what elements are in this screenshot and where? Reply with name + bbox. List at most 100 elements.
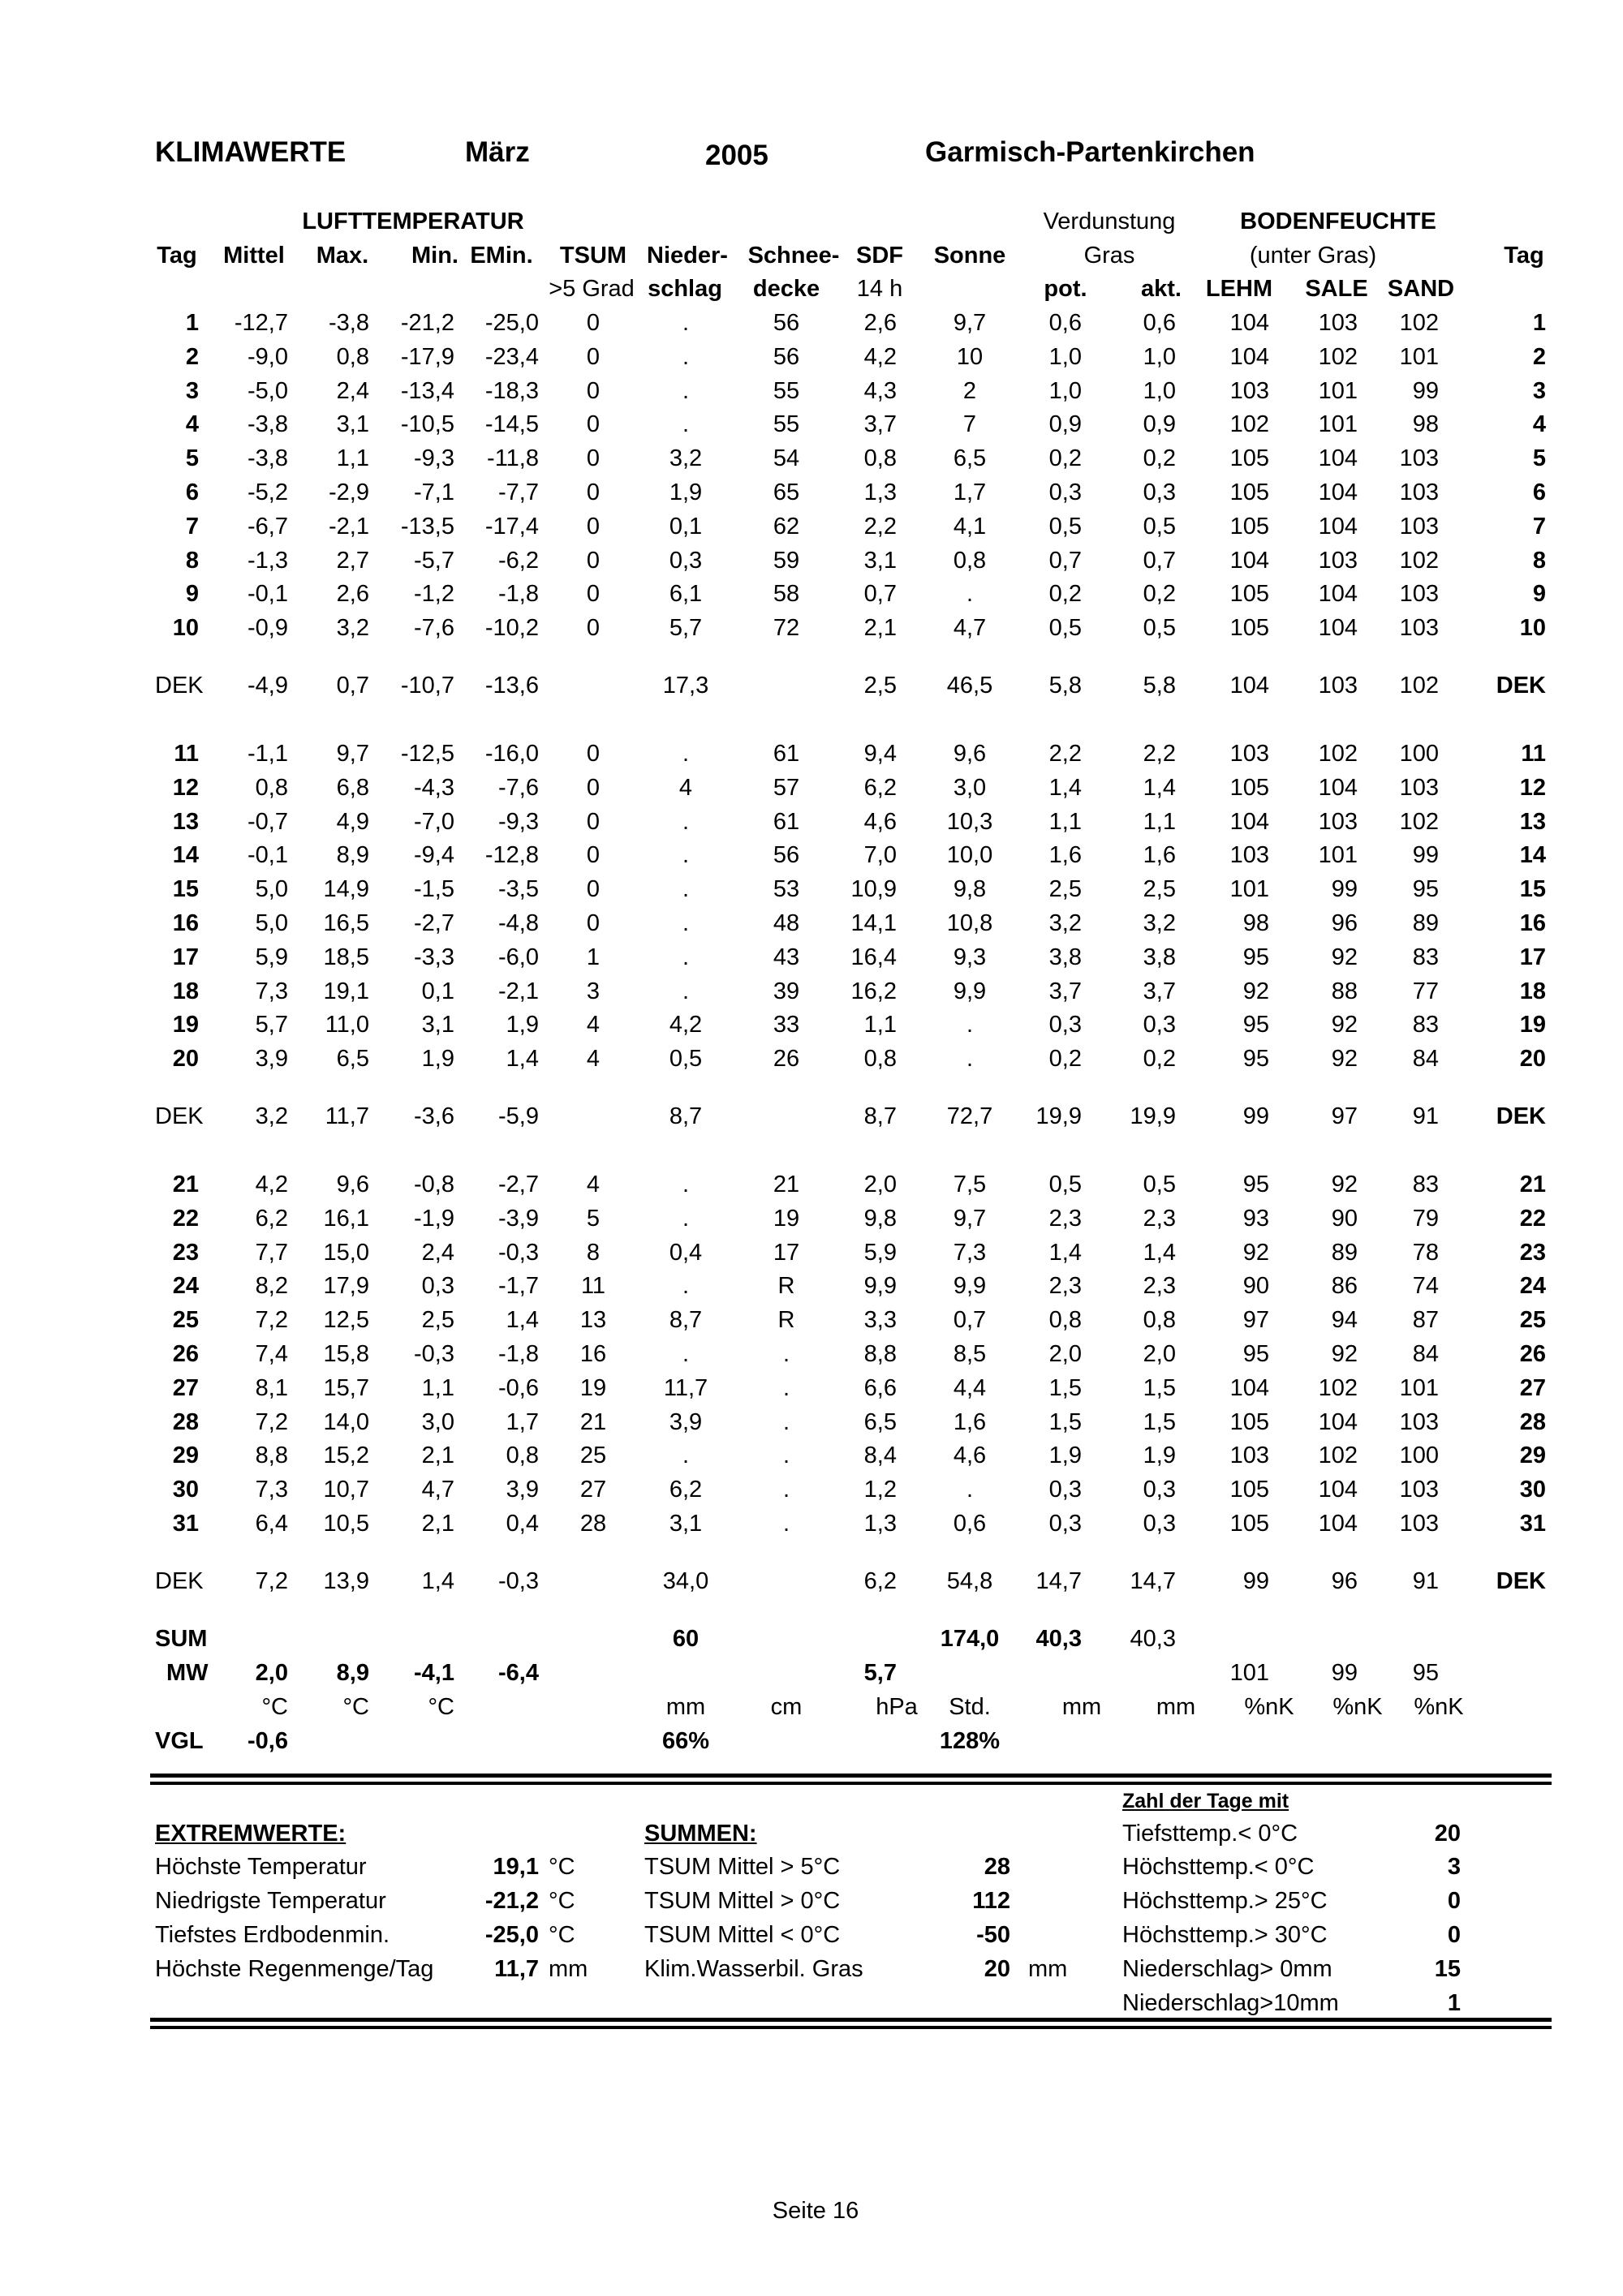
cell-emin: -25,0 <box>484 310 539 336</box>
cell-max: 2,6 <box>336 581 369 608</box>
cell-lehm: 93 <box>1242 1205 1269 1232</box>
dek-cell-lehm: 99 <box>1242 1568 1269 1594</box>
cell-tag-right: 13 <box>1519 808 1546 835</box>
cell-max: 18,5 <box>323 944 369 970</box>
cell-verd-pot: 0,7 <box>1048 547 1082 574</box>
units-cell-min: °C <box>428 1694 454 1720</box>
dek-cell-niederschlag: 17,3 <box>662 673 709 699</box>
cell-schneedecke: 72 <box>773 615 800 642</box>
cell-mittel: -12,7 <box>234 310 288 336</box>
cell-tag-right: 14 <box>1519 842 1546 869</box>
cell-sonne: 9,7 <box>953 310 987 336</box>
cell-tag-right: 17 <box>1519 944 1546 970</box>
cell-tag-right: 3 <box>1532 377 1546 404</box>
cell-tag: 10 <box>172 615 199 642</box>
cell-sonne: . <box>966 1477 974 1503</box>
cell-schneedecke: . <box>782 1477 790 1503</box>
cell-sonne: 10 <box>956 343 984 370</box>
mw-cell-max: 8,9 <box>336 1660 369 1686</box>
cell-verd-pot: 2,0 <box>1048 1341 1082 1367</box>
cell-max: 4,9 <box>336 808 369 835</box>
extremwert-unit: °C <box>549 1888 575 1914</box>
cell-verd-pot: 0,2 <box>1048 1046 1082 1073</box>
cell-min: 0,1 <box>421 978 454 1004</box>
cell-niederschlag: . <box>682 876 690 903</box>
cell-tsum: 16 <box>579 1341 607 1367</box>
units-cell-sdf: hPa <box>876 1694 918 1720</box>
cell-verd-akt: 2,5 <box>1143 876 1176 903</box>
cell-schneedecke: 21 <box>773 1172 800 1197</box>
dek-cell-tag-right: DEK <box>1496 1568 1546 1594</box>
summen-heading: SUMMEN: <box>644 1821 757 1847</box>
summen-unit: mm <box>1028 1956 1068 1982</box>
cell-niederschlag: 1,9 <box>669 479 703 505</box>
cell-emin: -9,3 <box>498 808 539 835</box>
cell-sdf: 1,2 <box>863 1477 897 1503</box>
cell-verd-pot: 0,5 <box>1048 1172 1082 1197</box>
cell-mittel: 7,4 <box>255 1341 288 1367</box>
cell-lehm: 105 <box>1229 513 1269 540</box>
extremwert-label: Niedrigste Temperatur <box>155 1888 386 1914</box>
cell-min: -1,5 <box>414 876 454 903</box>
cell-emin: 1,4 <box>506 1307 539 1334</box>
cell-sdf: 2,0 <box>863 1172 897 1197</box>
cell-verd-akt: 0,5 <box>1143 615 1176 642</box>
cell-sonne: 10,8 <box>946 910 993 936</box>
cell-sdf: 9,8 <box>863 1205 897 1232</box>
dek-cell-tag: DEK <box>155 673 204 699</box>
cell-sale: 92 <box>1331 944 1358 970</box>
cell-lehm: 104 <box>1229 310 1269 336</box>
cell-min: -1,9 <box>414 1205 454 1232</box>
cell-schneedecke: 39 <box>773 978 800 1004</box>
mw-cell-sale: 99 <box>1331 1660 1358 1686</box>
dek-cell-max: 13,9 <box>323 1568 369 1594</box>
cell-sand: 102 <box>1399 547 1439 574</box>
cell-sdf: 6,2 <box>863 774 897 801</box>
column-header-max: Max. <box>316 243 369 269</box>
column-header-schnee: Schnee- <box>747 243 840 269</box>
cell-sand: 103 <box>1399 1408 1439 1435</box>
divider-bottom <box>150 2018 1552 2029</box>
cell-sdf: 9,9 <box>863 1273 897 1300</box>
cell-sand: 103 <box>1399 581 1439 608</box>
tage-value: 1 <box>1447 1990 1461 2016</box>
cell-min: -4,3 <box>414 774 454 801</box>
cell-tag-right: 16 <box>1519 910 1546 936</box>
cell-lehm: 105 <box>1229 581 1269 608</box>
dek-cell-sdf: 8,7 <box>863 1103 897 1129</box>
column-header-tsum: TSUM <box>559 243 627 269</box>
cell-niederschlag: 4,2 <box>669 1012 703 1038</box>
cell-sonne: 7,5 <box>953 1172 987 1197</box>
cell-tag-right: 31 <box>1519 1511 1546 1537</box>
cell-sale: 88 <box>1331 978 1358 1004</box>
cell-max: 14,9 <box>323 876 369 903</box>
cell-max: 9,7 <box>336 741 369 767</box>
cell-verd-akt: 0,5 <box>1143 1172 1176 1197</box>
mw-cell-emin: -6,4 <box>498 1660 539 1686</box>
cell-verd-pot: 0,5 <box>1048 513 1082 540</box>
cell-emin: -16,0 <box>484 741 539 767</box>
cell-max: 15,7 <box>323 1374 369 1401</box>
cell-schneedecke: 56 <box>773 310 800 336</box>
cell-schneedecke: 55 <box>773 411 800 438</box>
cell-sale: 101 <box>1318 411 1358 438</box>
cell-sale: 104 <box>1318 774 1358 801</box>
cell-niederschlag: 0,3 <box>669 547 703 574</box>
cell-min: 1,1 <box>421 1374 454 1401</box>
cell-verd-akt: 1,1 <box>1143 808 1176 835</box>
dek-cell-sonne: 54,8 <box>946 1568 993 1594</box>
cell-emin: -18,3 <box>484 377 539 404</box>
cell-sonne: 9,6 <box>953 741 987 767</box>
cell-lehm: 105 <box>1229 1511 1269 1537</box>
cell-mittel: -0,1 <box>248 581 288 608</box>
mw-cell-min: -4,1 <box>414 1660 454 1686</box>
mw-cell-tag: MW <box>166 1660 209 1686</box>
cell-verd-pot: 0,3 <box>1048 1511 1082 1537</box>
cell-lehm: 104 <box>1229 808 1269 835</box>
cell-tag: 21 <box>172 1172 199 1197</box>
cell-tsum: 0 <box>586 479 601 505</box>
column-header-sdf: SDF <box>856 243 903 269</box>
cell-tsum: 0 <box>586 615 601 642</box>
cell-verd-akt: 0,8 <box>1143 1307 1176 1334</box>
cell-max: 10,5 <box>323 1511 369 1537</box>
